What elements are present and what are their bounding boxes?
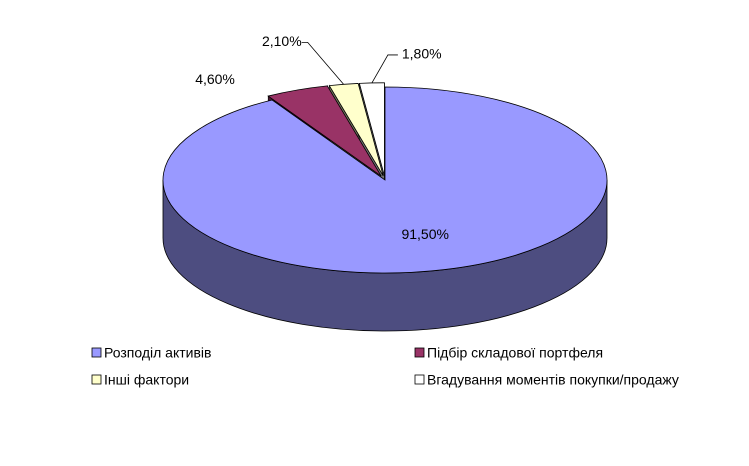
data-label: 2,10% [262,33,302,49]
slice [328,83,384,177]
leader-line [371,54,398,84]
slice [162,86,608,274]
legend-swatch [414,347,425,358]
data-label: 4,60% [195,71,235,87]
data-label: 1,80% [402,46,442,62]
legend-label: Підбір складової портфеля [427,345,603,361]
data-label: 91,50% [401,226,448,242]
legend-label: Вгадування моментів покупки/продажу [427,372,679,388]
legend-swatch [414,374,425,385]
slice [267,85,382,177]
legend-swatch [91,374,102,385]
leader-line [301,41,344,85]
legend-label: Інші фактори [104,372,189,388]
legend-label: Розподіл активів [104,345,211,361]
legend-swatch [91,347,102,358]
